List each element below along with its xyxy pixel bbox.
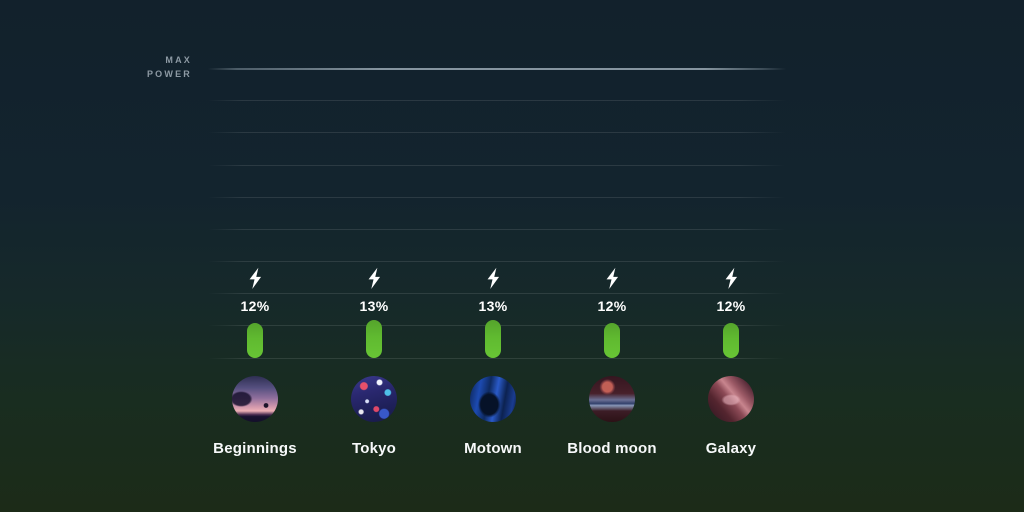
playlist-avatar-tokyo[interactable] (351, 376, 397, 422)
power-percent-label: 13% (478, 298, 508, 314)
lightning-bolt-icon (205, 267, 305, 295)
power-percent-label: 12% (597, 298, 627, 314)
lightning-bolt-icon (562, 267, 662, 295)
lightning-bolt-icon (443, 267, 543, 295)
battery-pill (604, 323, 620, 358)
gridline (208, 293, 786, 295)
power-percent-label: 13% (359, 298, 389, 314)
playlist-column: 12% Galaxy (681, 0, 781, 512)
gridline (208, 164, 786, 166)
battery-pill (485, 320, 501, 358)
lightning-bolt-icon (681, 267, 781, 295)
playlist-column: 12% Blood moon (562, 0, 662, 512)
battery-pill (723, 323, 739, 358)
gridline (208, 196, 786, 198)
playlist-column: 12% Beginnings (205, 0, 305, 512)
battery-pill (247, 323, 263, 358)
playlist-name: Blood moon (567, 440, 657, 457)
max-power-axis-label-line2: POWER (146, 69, 192, 79)
playlist-avatar-galaxy[interactable] (708, 376, 754, 422)
gridline (208, 228, 786, 230)
max-power-axis-label: MAX POWER (100, 53, 192, 81)
playlist-avatar-beginnings[interactable] (232, 376, 278, 422)
gridline (208, 100, 786, 102)
max-power-gridline (208, 68, 786, 70)
playlist-column: 13% Motown (443, 0, 543, 512)
lightning-bolt-icon (324, 267, 424, 295)
playlist-avatar-motown[interactable] (470, 376, 516, 422)
battery-pill (366, 320, 382, 358)
playlist-name: Motown (464, 440, 522, 457)
power-percent-label: 12% (716, 298, 746, 314)
playlist-name: Tokyo (351, 440, 397, 457)
playlist-name: Galaxy (705, 440, 757, 457)
power-percent-label: 12% (240, 298, 270, 314)
playlist-avatar-blood-moon[interactable] (589, 376, 635, 422)
playlist-column: 13% Tokyo (324, 0, 424, 512)
gridline (208, 357, 786, 359)
gridline (208, 132, 786, 134)
gridline (208, 261, 786, 262)
max-power-axis-label-line1: MAX (165, 55, 192, 65)
playlist-name: Beginnings (213, 440, 297, 457)
